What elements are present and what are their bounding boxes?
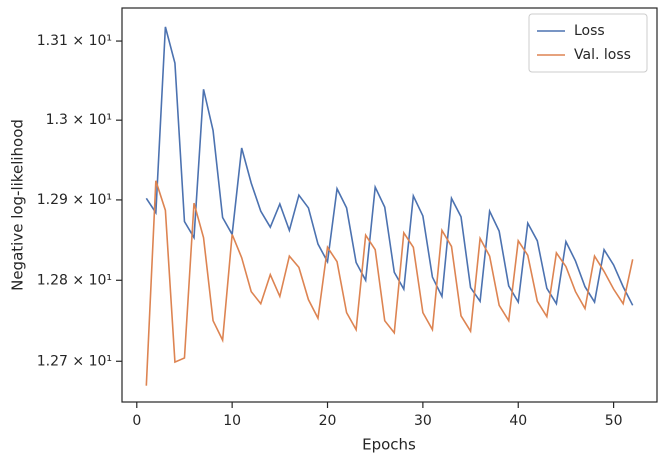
y-tick-label: 1.31 × 10¹ — [37, 33, 112, 49]
x-tick-label: 40 — [509, 413, 527, 429]
y-tick-label: 1.28 × 10¹ — [37, 272, 112, 288]
plot-frame — [121, 7, 658, 403]
series-line — [145, 180, 634, 386]
x-tick-label: 0 — [132, 413, 141, 429]
y-axis-label: Negative log-likelihood — [9, 119, 27, 291]
series-line — [145, 26, 634, 306]
legend-label: Loss — [574, 23, 605, 39]
y-tick-label: 1.3 × 10¹ — [46, 112, 112, 128]
x-axis-label: Epochs — [362, 436, 416, 454]
legend: Loss Val. loss — [528, 13, 648, 73]
x-tick-label: 30 — [414, 413, 432, 429]
x-tick-label: 10 — [223, 413, 241, 429]
legend-box — [528, 13, 648, 73]
x-tick-label: 20 — [319, 413, 337, 429]
y-tick-label: 1.29 × 10¹ — [37, 192, 112, 208]
legend-label: Val. loss — [574, 47, 631, 63]
x-tick-label: 50 — [605, 413, 623, 429]
y-tick-label: 1.27 × 10¹ — [37, 353, 112, 369]
